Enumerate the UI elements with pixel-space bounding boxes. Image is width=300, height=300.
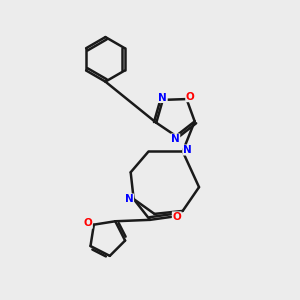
Text: N: N (158, 92, 167, 103)
Text: O: O (186, 92, 194, 102)
Text: N: N (125, 194, 134, 204)
Text: N: N (183, 145, 191, 155)
Text: N: N (171, 134, 180, 144)
Text: O: O (172, 212, 181, 222)
Text: O: O (84, 218, 92, 228)
